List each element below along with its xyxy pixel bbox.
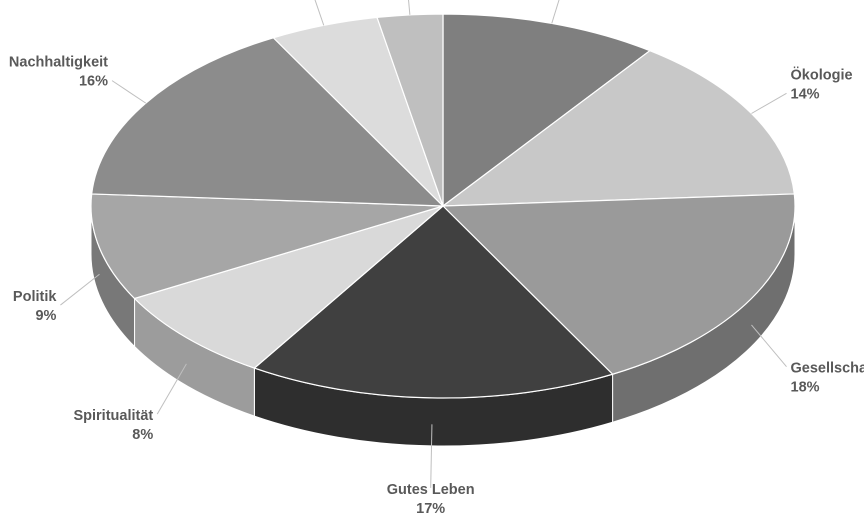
label-oekologie: Ökologie [791, 66, 853, 83]
value-spiritualitaet: 8% [132, 427, 153, 443]
label-spiritualitaet: Spiritualität [73, 408, 153, 424]
value-gesellschaft: 18% [791, 380, 820, 396]
leader-line-stadtplanung [408, 0, 411, 15]
pie-slice-oekonomie [442, 13, 652, 208]
leader-line-gutes-leben [430, 424, 433, 488]
leader-line-oekologie [751, 92, 787, 114]
pie-slice-politik [90, 193, 444, 300]
pie-sides [90, 205, 796, 447]
data-labels: Ökonomie10%Ökologie14%Gesellschaft18%Gut… [9, 55, 864, 517]
label-gutes-leben: Gutes Leben [387, 482, 475, 498]
pie-slice-gesellschaft [441, 193, 796, 375]
label-nachhaltigkeit: Nachhaltigkeit [9, 55, 108, 71]
pie-tops [90, 13, 796, 399]
leader-lines [60, 0, 787, 488]
leader-line-arbeitsteilung [314, 0, 325, 26]
pie-slice-oekologie [441, 49, 795, 207]
value-oekologie: 14% [791, 86, 820, 102]
label-gesellschaft: Gesellschaft [791, 361, 864, 377]
pie-slice-gutes-leben [253, 205, 614, 399]
leader-line-nachhaltigkeit [111, 80, 147, 104]
value-politik: 9% [35, 308, 56, 324]
pie-slice-spiritualitaet [133, 205, 444, 369]
value-gutes-leben: 17% [416, 501, 445, 517]
pie-slice-stadtplanung [376, 13, 444, 207]
pie-slice-nachhaltigkeit [91, 37, 445, 207]
label-politik: Politik [13, 289, 57, 305]
leader-line-spiritualitaet [156, 363, 187, 415]
leader-line-oekonomie [551, 0, 560, 24]
value-nachhaltigkeit: 16% [79, 74, 108, 90]
leader-line-gesellschaft [751, 324, 787, 368]
leader-line-politik [60, 273, 100, 306]
